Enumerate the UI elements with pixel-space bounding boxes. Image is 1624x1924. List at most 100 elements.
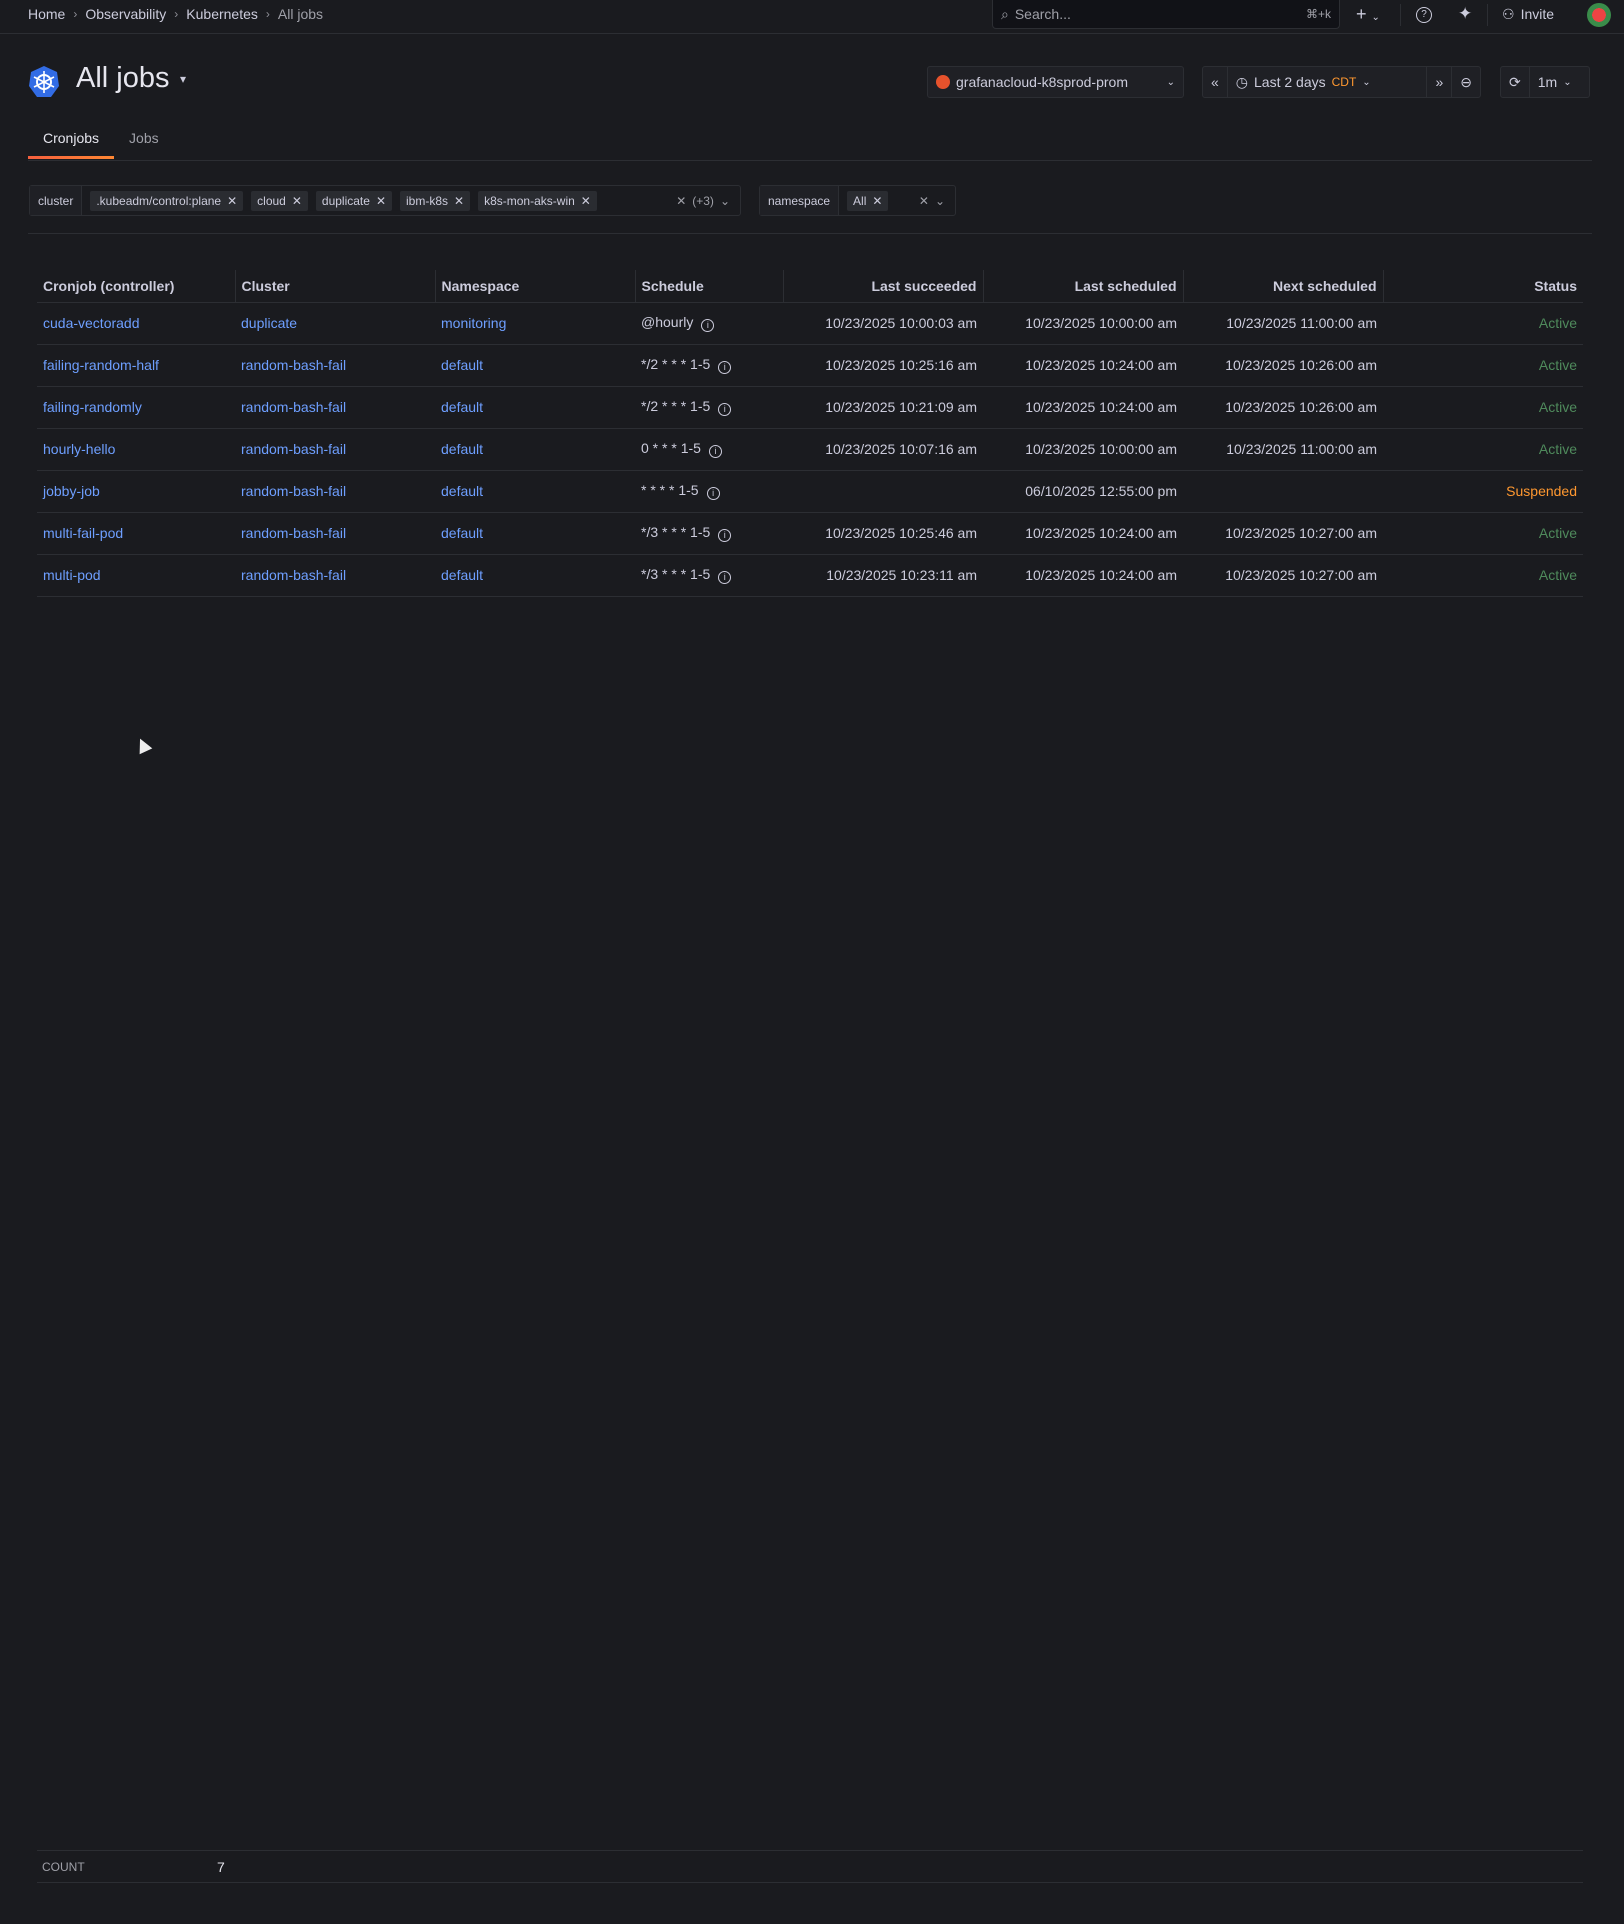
time-back-button[interactable]: « <box>1203 67 1228 97</box>
next-scheduled: 10/23/2025 11:00:00 am <box>1183 428 1383 471</box>
cluster-filter[interactable]: cluster .kubeadm/control:plane ✕ cloud ✕ d… <box>29 185 741 216</box>
cronjob-link[interactable]: jobby-job <box>43 483 100 499</box>
column-header[interactable]: Schedule <box>635 270 784 303</box>
filter-chip[interactable]: .kubeadm/control:plane ✕ <box>90 190 244 211</box>
page-title: All jobs <box>76 62 170 94</box>
search-placeholder: Search... <box>1014 6 1071 22</box>
time-forward-button[interactable]: » <box>1427 67 1453 97</box>
sparkle-icon[interactable]: ✦ <box>1458 4 1473 23</box>
refresh-interval-picker[interactable]: 1m ⌄ <box>1530 67 1580 97</box>
filter-label: namespace <box>760 186 840 215</box>
schedule: 0 * * * 1-5 <box>641 440 701 456</box>
info-icon[interactable]: i <box>718 571 732 584</box>
table-row: hourly-hello random-bash-fail default 0 * *… <box>37 428 1583 471</box>
namespace-link[interactable]: default <box>441 357 484 373</box>
clear-icon[interactable]: ✕ <box>676 193 687 208</box>
namespace-link[interactable]: monitoring <box>441 315 507 331</box>
breadcrumb-observability[interactable]: Observability <box>85 6 167 22</box>
status-badge: Active <box>1383 302 1583 345</box>
cluster-link[interactable]: random-bash-fail <box>241 567 347 583</box>
chevron-down-icon[interactable]: ▾ <box>180 72 187 86</box>
cluster-link[interactable]: random-bash-fail <box>241 483 347 499</box>
column-header[interactable]: Namespace <box>435 270 636 303</box>
search-input[interactable]: ⌕ Search... ⌘+k <box>992 0 1340 29</box>
last-scheduled: 10/23/2025 10:24:00 am <box>983 344 1183 387</box>
last-succeeded: 10/23/2025 10:21:09 am <box>783 386 983 429</box>
zoom-out-button[interactable]: ⊖ <box>1452 67 1480 97</box>
namespace-link[interactable]: default <box>441 567 484 583</box>
column-header[interactable]: Last succeeded <box>783 270 984 303</box>
namespace-link[interactable]: default <box>441 441 484 457</box>
close-icon[interactable]: ✕ <box>375 193 387 208</box>
cronjob-link[interactable]: multi-pod <box>43 567 101 583</box>
refresh-button[interactable]: ⟳ <box>1501 67 1530 97</box>
filter-chip[interactable]: k8s-mon-aks-win ✕ <box>478 190 597 211</box>
info-icon[interactable]: i <box>718 529 732 542</box>
column-header[interactable]: Next scheduled <box>1183 270 1384 303</box>
cronjob-link[interactable]: multi-fail-pod <box>43 525 124 541</box>
divider <box>1487 4 1488 26</box>
cronjob-link[interactable]: hourly-hello <box>43 441 116 457</box>
namespace-link[interactable]: default <box>441 399 484 415</box>
close-icon[interactable]: ✕ <box>872 193 883 208</box>
close-icon[interactable]: ✕ <box>227 193 238 208</box>
filter-chip[interactable]: ibm-k8s ✕ <box>400 190 471 211</box>
info-icon[interactable]: i <box>718 403 732 416</box>
refresh-group: ⟳ 1m ⌄ <box>1500 66 1590 98</box>
close-icon[interactable]: ✕ <box>291 193 302 208</box>
namespace-link[interactable]: default <box>441 483 484 499</box>
info-icon[interactable]: i <box>701 319 715 332</box>
last-scheduled: 10/23/2025 10:24:00 am <box>983 554 1183 597</box>
cluster-link[interactable]: random-bash-fail <box>241 441 347 457</box>
namespace-link[interactable]: default <box>441 525 484 541</box>
schedule: */2 * * * 1-5 <box>641 398 711 414</box>
status-badge: Active <box>1383 428 1583 471</box>
chip-label: duplicate <box>321 193 370 208</box>
avatar[interactable] <box>1587 3 1611 27</box>
info-icon[interactable]: i <box>718 361 732 374</box>
column-header[interactable]: Last scheduled <box>983 270 1184 303</box>
column-header[interactable]: Cluster <box>235 270 436 303</box>
cronjob-link[interactable]: failing-randomly <box>43 399 142 415</box>
info-icon[interactable]: i <box>708 445 722 458</box>
filter-chip[interactable]: All ✕ <box>847 190 889 211</box>
last-succeeded: 10/23/2025 10:07:16 am <box>783 428 983 471</box>
clear-icon[interactable]: ✕ <box>918 193 929 208</box>
help-icon[interactable]: ? <box>1416 7 1432 23</box>
cluster-link[interactable]: duplicate <box>241 315 298 331</box>
tab-cronjobs[interactable]: Cronjobs <box>28 130 115 159</box>
add-button[interactable]: + ⌄ <box>1356 4 1380 25</box>
breadcrumb-kubernetes[interactable]: Kubernetes <box>186 6 258 22</box>
cluster-link[interactable]: random-bash-fail <box>241 357 347 373</box>
filter-chip[interactable]: duplicate ✕ <box>315 190 393 211</box>
namespace-filter[interactable]: namespace All ✕ ✕ ⌄ <box>759 185 956 216</box>
chevron-down-icon[interactable]: ⌄ <box>719 193 730 208</box>
chip-label: .kubeadm/control:plane <box>96 193 222 208</box>
invite-label: Invite <box>1520 6 1555 22</box>
cronjob-link[interactable]: failing-random-half <box>43 357 159 373</box>
chip-label: k8s-mon-aks-win <box>484 193 575 208</box>
table-footer: COUNT 7 <box>37 1850 1583 1883</box>
next-scheduled: 10/23/2025 10:27:00 am <box>1183 512 1383 555</box>
chevron-down-icon[interactable]: ⌄ <box>934 193 945 208</box>
time-range-picker[interactable]: ◷ Last 2 days CDT ⌄ <box>1228 67 1428 97</box>
breadcrumb-home[interactable]: Home <box>28 6 66 22</box>
last-succeeded: 10/23/2025 10:25:16 am <box>783 344 983 387</box>
column-header[interactable]: Cronjob (controller) <box>37 270 236 303</box>
invite-button[interactable]: ⚇ Invite <box>1502 6 1554 23</box>
chip-label: All <box>853 193 867 208</box>
next-scheduled: 10/23/2025 10:26:00 am <box>1183 344 1383 387</box>
table-row: multi-fail-pod random-bash-fail default */3… <box>37 512 1583 555</box>
tab-jobs[interactable]: Jobs <box>129 130 159 146</box>
more-count: (+3) <box>692 193 714 208</box>
column-header[interactable]: Status <box>1383 270 1583 303</box>
close-icon[interactable]: ✕ <box>580 193 591 208</box>
cluster-link[interactable]: random-bash-fail <box>241 525 347 541</box>
cronjob-link[interactable]: cuda-vectoradd <box>43 315 140 331</box>
filter-chip[interactable]: cloud ✕ <box>251 190 308 211</box>
breadcrumb-current: All jobs <box>277 6 324 22</box>
datasource-picker[interactable]: grafanacloud-k8sprod-prom ⌄ <box>927 66 1184 98</box>
info-icon[interactable]: i <box>706 487 720 500</box>
cluster-link[interactable]: random-bash-fail <box>241 399 347 415</box>
close-icon[interactable]: ✕ <box>454 193 465 208</box>
